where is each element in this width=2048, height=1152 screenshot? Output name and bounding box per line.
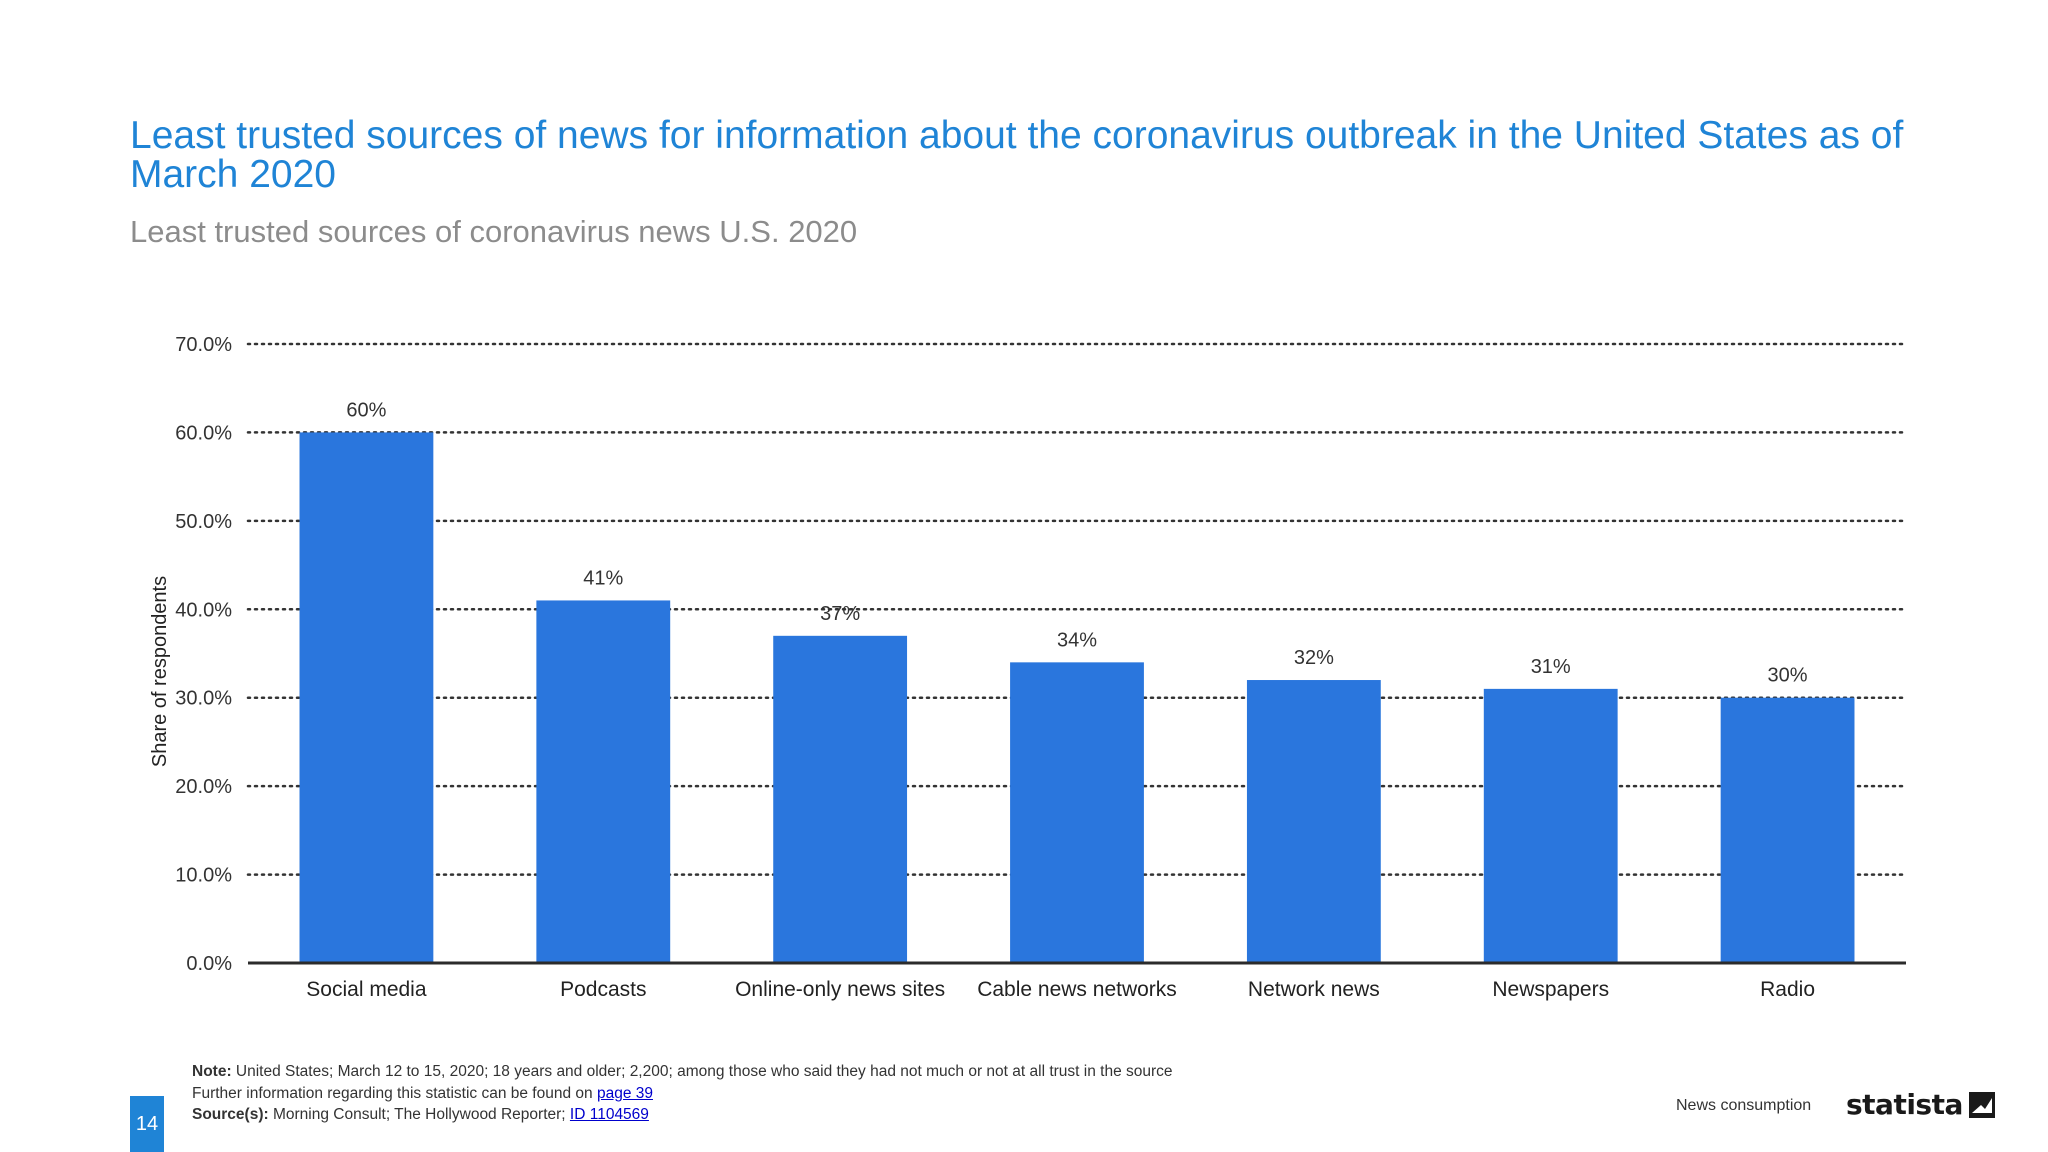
- footer-further-info: Further information regarding this stati…: [192, 1085, 653, 1103]
- x-tick-label: Social media: [306, 978, 427, 1001]
- data-label: 31%: [1531, 656, 1571, 678]
- data-label: 34%: [1057, 629, 1097, 651]
- y-tick-label: 40.0%: [175, 599, 232, 621]
- bar: [1483, 688, 1618, 963]
- bar: [299, 432, 434, 963]
- page-number: 14: [130, 1096, 164, 1152]
- source-link[interactable]: ID 1104569: [569, 1106, 649, 1123]
- bar: [1720, 697, 1855, 963]
- x-tick-label: Cable news networks: [977, 978, 1177, 1001]
- y-axis-label: Share of respondents: [149, 576, 171, 767]
- data-labels: 60% 41% 37% 34% 32% 31% 30%: [346, 399, 1807, 686]
- bar: [1246, 680, 1381, 963]
- footer-source: Source(s): Morning Consult; The Hollywoo…: [192, 1106, 649, 1124]
- footer-note: Note: United States; March 12 to 15, 202…: [192, 1063, 1173, 1081]
- x-tick-label: Newspapers: [1492, 978, 1609, 1001]
- further-info-link[interactable]: page 39: [596, 1085, 653, 1102]
- y-tick-label: 0.0%: [186, 953, 232, 975]
- data-label: 60%: [346, 399, 386, 421]
- bar: [536, 600, 671, 963]
- y-tick-label: 30.0%: [175, 688, 232, 710]
- category-tag: News consumption: [1676, 1097, 1812, 1114]
- y-tick-label: 50.0%: [175, 511, 232, 533]
- note-text: United States; March 12 to 15, 2020; 18 …: [235, 1063, 1173, 1080]
- y-axis-ticks: 0.0% 10.0% 20.0% 30.0% 40.0% 50.0% 60.0% 70.0%: [175, 334, 232, 975]
- bar: [1010, 662, 1144, 963]
- x-tick-label: Radio: [1760, 978, 1815, 1001]
- x-tick-label: Podcasts: [560, 978, 646, 1001]
- source-text: Morning Consult; The Hollywood Reporter;: [272, 1106, 566, 1123]
- x-tick-label: Network news: [1248, 978, 1380, 1001]
- y-tick-label: 10.0%: [175, 865, 232, 887]
- data-label: 30%: [1768, 665, 1808, 687]
- y-tick-label: 20.0%: [175, 776, 232, 798]
- further-info-text: Further information regarding this stati…: [192, 1085, 593, 1102]
- x-axis-ticks: Social media Podcasts Online-only news sit…: [306, 978, 1815, 1001]
- y-tick-label: 60.0%: [175, 422, 232, 444]
- bars: [299, 432, 1855, 963]
- source-label: Source(s):: [192, 1106, 269, 1123]
- logo-text: statista: [1846, 1088, 1963, 1121]
- data-label: 32%: [1294, 647, 1334, 669]
- data-label: 41%: [583, 567, 623, 589]
- x-tick-label: Online-only news sites: [735, 978, 945, 1001]
- bar-chart: 0.0%10.0%20.0%30.0%40.0%50.0%60.0%70.0% …: [149, 334, 1908, 1001]
- data-label: 37%: [820, 603, 860, 625]
- chart-title: Least trusted sources of news for inform…: [130, 114, 1904, 196]
- statista-logo: statista: [1846, 1088, 1995, 1121]
- statista-logo-icon: [1968, 1091, 1995, 1118]
- y-tick-label: 70.0%: [175, 334, 232, 356]
- note-label: Note:: [192, 1063, 232, 1080]
- chart-subtitle: Least trusted sources of coronavirus new…: [130, 214, 858, 249]
- bar: [773, 635, 908, 963]
